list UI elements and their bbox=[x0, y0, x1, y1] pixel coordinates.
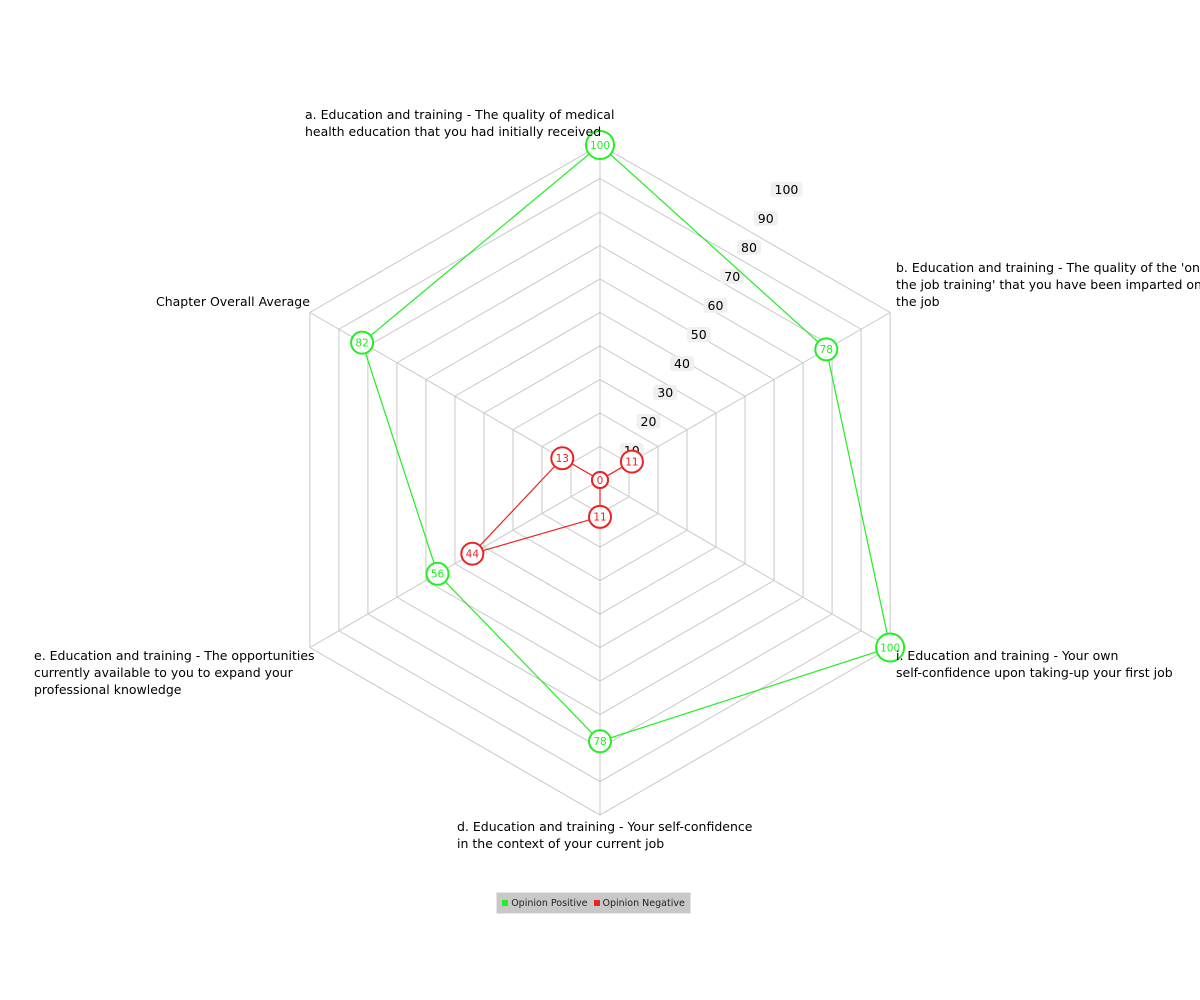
data-point-opinion-positive bbox=[350, 330, 375, 355]
category-label-a: a. Education and training - The quality … bbox=[305, 107, 615, 139]
tick-label-20: 20 bbox=[641, 414, 657, 429]
tick-label-30: 30 bbox=[657, 385, 673, 400]
category-label-e: e. Education and training - The opportun… bbox=[34, 648, 315, 697]
tick-label-70: 70 bbox=[724, 269, 740, 284]
tick-label-bg bbox=[686, 326, 711, 342]
data-point-opinion-negative bbox=[550, 446, 575, 471]
data-point-opinion-positive bbox=[585, 130, 615, 160]
tick-label-50: 50 bbox=[691, 327, 707, 342]
category-label-c: i. Education and training - Your own self… bbox=[896, 648, 1173, 680]
legend-label-negative: Opinion Negative bbox=[602, 897, 685, 909]
tick-label-bg bbox=[753, 210, 778, 226]
data-label-opinion-positive: 78 bbox=[820, 344, 833, 356]
legend-swatch-positive bbox=[502, 900, 509, 906]
tick-label-90: 90 bbox=[758, 211, 774, 226]
data-point-opinion-negative bbox=[619, 449, 644, 474]
category-label-d: d. Education and training - Your self-co… bbox=[457, 819, 753, 851]
grid-spoke bbox=[599, 312, 891, 481]
data-point-opinion-positive bbox=[875, 632, 906, 663]
data-label-opinion-positive: 100 bbox=[590, 140, 610, 152]
tick-label-60: 60 bbox=[708, 298, 724, 313]
radial-tick-labels: 102030405060708090100 bbox=[619, 181, 803, 458]
data-label-opinion-negative: 0 bbox=[597, 475, 604, 487]
data-label-opinion-negative: 13 bbox=[556, 453, 569, 465]
data-label-opinion-positive: 100 bbox=[880, 642, 900, 654]
data-label-opinion-negative: 11 bbox=[625, 456, 638, 468]
radar-grid bbox=[309, 144, 891, 816]
data-point-opinion-positive bbox=[814, 337, 839, 362]
data-point-opinion-positive bbox=[588, 729, 612, 754]
legend-item-positive: Opinion Positive bbox=[502, 897, 588, 909]
data-label-opinion-positive: 78 bbox=[593, 736, 606, 748]
data-label-opinion-positive: 56 bbox=[431, 569, 445, 581]
legend-label-positive: Opinion Positive bbox=[511, 897, 588, 909]
tick-label-80: 80 bbox=[741, 240, 757, 255]
data-point-opinion-negative bbox=[460, 541, 485, 566]
grid-spoke bbox=[599, 479, 891, 648]
grid-spoke bbox=[309, 479, 601, 648]
legend-item-negative: Opinion Negative bbox=[593, 897, 685, 909]
legend: Opinion Positive Opinion Negative bbox=[496, 892, 691, 914]
tick-label-100: 100 bbox=[775, 182, 799, 197]
data-point-opinion-negative bbox=[588, 504, 612, 529]
data-point-opinion-positive bbox=[425, 561, 450, 586]
category-label-b: b. Education and training - The quality … bbox=[896, 260, 1200, 309]
data-label-opinion-negative: 11 bbox=[593, 512, 606, 524]
tick-label-bg bbox=[636, 413, 661, 429]
tick-label-40: 40 bbox=[674, 356, 690, 371]
tick-label-bg bbox=[720, 268, 745, 284]
tick-label-bg bbox=[703, 297, 728, 313]
tick-label-bg bbox=[653, 384, 678, 400]
tick-label-bg bbox=[737, 239, 761, 255]
legend-swatch-negative bbox=[593, 900, 600, 906]
tick-label-bg bbox=[770, 181, 803, 197]
category-label-overall: Chapter Overall Average bbox=[156, 294, 310, 309]
data-label-opinion-positive: 82 bbox=[355, 337, 368, 349]
data-point-opinion-negative bbox=[591, 471, 609, 489]
data-markers: 100781007856820110114413 bbox=[350, 130, 906, 754]
data-label-opinion-negative: 44 bbox=[466, 549, 480, 561]
tick-label-bg bbox=[670, 355, 694, 371]
